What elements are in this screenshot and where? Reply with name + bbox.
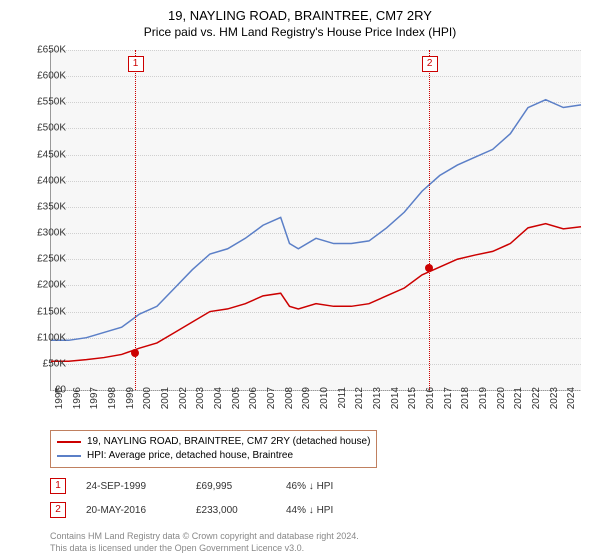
legend-box: 19, NAYLING ROAD, BRAINTREE, CM7 2RY (de… [50, 430, 377, 468]
chart-container: 19, NAYLING ROAD, BRAINTREE, CM7 2RY Pri… [0, 0, 600, 560]
sale-price: £233,000 [196, 505, 266, 516]
y-axis-label: £500K [22, 123, 66, 134]
sale-marker-2: 2 [422, 56, 438, 72]
y-axis-label: £100K [22, 332, 66, 343]
x-axis-label: 2005 [231, 387, 242, 409]
x-axis-label: 2018 [460, 387, 471, 409]
page-title: 19, NAYLING ROAD, BRAINTREE, CM7 2RY [0, 0, 600, 23]
x-axis-label: 2004 [213, 387, 224, 409]
y-axis-label: £150K [22, 306, 66, 317]
x-axis-label: 2019 [478, 387, 489, 409]
x-axis-label: 2021 [513, 387, 524, 409]
x-axis-label: 2020 [496, 387, 507, 409]
y-axis-label: £200K [22, 280, 66, 291]
y-axis-label: £400K [22, 175, 66, 186]
y-axis-label: £600K [22, 71, 66, 82]
series-price_paid [51, 224, 581, 362]
x-axis-label: 1997 [89, 387, 100, 409]
x-axis-label: 2008 [284, 387, 295, 409]
sale-dot-2 [425, 264, 433, 272]
x-axis-label: 2010 [319, 387, 330, 409]
x-axis-label: 2002 [178, 387, 189, 409]
sale-vline-2 [429, 50, 430, 390]
x-axis-label: 2007 [266, 387, 277, 409]
x-axis-label: 2011 [337, 387, 348, 409]
legend-label: HPI: Average price, detached house, Brai… [87, 449, 293, 463]
x-axis-label: 2014 [390, 387, 401, 409]
y-axis-label: £350K [22, 201, 66, 212]
x-axis-label: 1999 [125, 387, 136, 409]
attribution-line1: Contains HM Land Registry data © Crown c… [50, 530, 359, 542]
y-axis-label: £450K [22, 149, 66, 160]
legend-swatch-icon [57, 455, 81, 457]
y-axis-label: £300K [22, 228, 66, 239]
x-axis-label: 2013 [372, 387, 383, 409]
x-axis-label: 2006 [248, 387, 259, 409]
sale-marker-1: 1 [128, 56, 144, 72]
y-axis-label: £650K [22, 45, 66, 56]
x-axis-label: 2001 [160, 387, 171, 409]
legend-item: 19, NAYLING ROAD, BRAINTREE, CM7 2RY (de… [57, 435, 370, 449]
marker-1-icon: 1 [50, 478, 66, 494]
sale-pct: 46% ↓ HPI [286, 481, 333, 492]
sale-annotation-2: 2 20-MAY-2016 £233,000 44% ↓ HPI [50, 502, 333, 518]
chart-plot-area: 1995199619971998199920002001200220032004… [50, 50, 581, 391]
sale-pct: 44% ↓ HPI [286, 505, 333, 516]
x-axis-label: 2009 [301, 387, 312, 409]
y-axis-label: £550K [22, 97, 66, 108]
x-axis-label: 1996 [72, 387, 83, 409]
y-axis-label: £250K [22, 254, 66, 265]
y-axis-label: £50K [22, 358, 66, 369]
x-axis-label: 2022 [531, 387, 542, 409]
sale-date: 24-SEP-1999 [86, 481, 176, 492]
x-axis-label: 2017 [443, 387, 454, 409]
legend-item: HPI: Average price, detached house, Brai… [57, 449, 370, 463]
x-axis-label: 1998 [107, 387, 118, 409]
x-axis-label: 2003 [195, 387, 206, 409]
sale-vline-1 [135, 50, 136, 390]
sale-annotation-1: 1 24-SEP-1999 £69,995 46% ↓ HPI [50, 478, 333, 494]
sale-dot-1 [131, 349, 139, 357]
marker-2-icon: 2 [50, 502, 66, 518]
x-axis-label: 2015 [407, 387, 418, 409]
y-axis-label: £0 [22, 385, 66, 396]
sale-price: £69,995 [196, 481, 266, 492]
legend-label: 19, NAYLING ROAD, BRAINTREE, CM7 2RY (de… [87, 435, 370, 449]
x-axis-label: 2012 [354, 387, 365, 409]
attribution-line2: This data is licensed under the Open Gov… [50, 542, 359, 554]
sale-date: 20-MAY-2016 [86, 505, 176, 516]
x-axis-label: 2016 [425, 387, 436, 409]
x-axis-label: 2024 [566, 387, 577, 409]
legend-swatch-icon [57, 441, 81, 443]
x-axis-label: 2023 [549, 387, 560, 409]
attribution-text: Contains HM Land Registry data © Crown c… [50, 530, 359, 554]
x-axis-label: 2000 [142, 387, 153, 409]
page-subtitle: Price paid vs. HM Land Registry's House … [0, 23, 600, 39]
